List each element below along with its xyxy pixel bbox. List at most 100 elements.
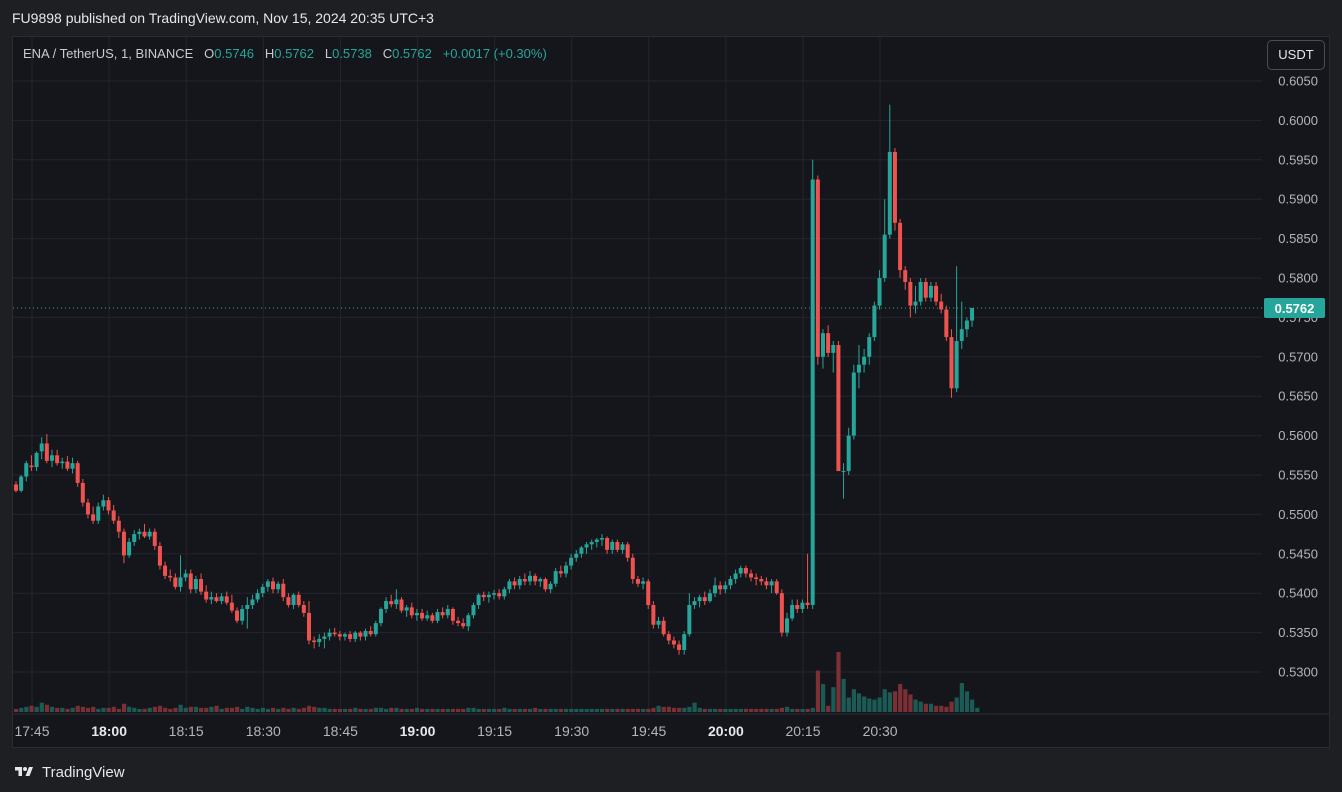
x-tick-label: 18:00 — [91, 723, 127, 739]
volume-bar — [127, 706, 132, 712]
candle-body — [291, 594, 296, 606]
candle-body — [928, 285, 933, 298]
volume-bar — [255, 708, 260, 712]
candle-body — [152, 531, 157, 546]
volume-bar — [337, 708, 343, 712]
candle-body — [250, 599, 255, 606]
volume-bar — [306, 705, 312, 712]
candle-body — [183, 573, 188, 578]
candle-body — [841, 471, 846, 473]
x-tick-label: 19:45 — [631, 723, 666, 739]
candle-body — [255, 593, 260, 600]
volume-bar — [841, 678, 846, 712]
candle-body — [728, 579, 733, 586]
volume-bar — [769, 708, 774, 712]
volume-bar — [394, 707, 399, 712]
volume-bar — [312, 706, 317, 712]
candle-body — [533, 575, 538, 582]
candle-body — [116, 520, 121, 532]
candle-body — [599, 538, 604, 540]
x-tick-label: 20:30 — [863, 723, 898, 739]
volume-bar — [348, 708, 353, 712]
candle-body — [486, 594, 491, 598]
open-value: 0.5746 — [214, 46, 255, 61]
volume-bar — [579, 708, 584, 712]
candle-body — [733, 573, 738, 580]
y-tick-label: 0.5350 — [1278, 625, 1318, 640]
volume-bar — [615, 708, 620, 712]
candle-body — [337, 634, 342, 637]
volume-bar — [368, 708, 373, 712]
candle-body — [286, 597, 291, 606]
candle-body — [702, 597, 707, 602]
volume-bar — [445, 708, 450, 712]
candle-body — [132, 534, 137, 542]
volume-bar — [862, 696, 867, 712]
candle-body — [229, 602, 234, 611]
volume-bar — [682, 707, 687, 712]
candle-body — [656, 620, 661, 625]
candle-body — [281, 583, 286, 598]
candle-body — [641, 581, 646, 584]
x-tick-label: 19:00 — [400, 723, 436, 739]
volume-bar — [91, 706, 96, 712]
candle-body — [558, 571, 563, 574]
candle-body — [322, 636, 327, 639]
volume-bar — [435, 708, 440, 712]
candle-body — [934, 285, 939, 302]
candle-body — [548, 583, 553, 590]
volume-bar — [872, 699, 877, 712]
volume-bar — [522, 708, 528, 712]
x-tick-label: 20:15 — [785, 723, 820, 739]
volume-bar — [877, 697, 882, 712]
candle-body — [209, 597, 214, 600]
chart-frame[interactable] — [12, 36, 1330, 748]
candle-body — [39, 443, 44, 452]
candle-body — [435, 612, 440, 621]
volume-bar — [425, 708, 430, 712]
volume-bar — [785, 706, 790, 712]
candle-body — [276, 583, 281, 590]
volume-bar — [55, 707, 60, 712]
candle-body — [137, 531, 142, 535]
candle-body — [353, 632, 358, 639]
volume-bar — [800, 708, 805, 712]
low-label: L — [324, 46, 333, 61]
candle-body — [707, 593, 712, 602]
volume-bar — [553, 708, 558, 712]
candle-body — [553, 571, 558, 584]
volume-bar — [183, 707, 188, 712]
volume-bar — [738, 708, 743, 712]
candle-body — [723, 585, 728, 590]
candle-body — [923, 281, 928, 298]
y-tick-label: 0.5850 — [1278, 231, 1318, 246]
candle-body — [245, 605, 250, 609]
candle-body — [163, 565, 168, 576]
low-value: 0.5738 — [332, 46, 372, 61]
candle-body — [697, 597, 702, 602]
tradingview-logo-icon — [15, 767, 33, 776]
volume-bar — [569, 708, 574, 712]
volume-bar — [296, 708, 301, 712]
candle-body — [296, 594, 301, 606]
volume-bar — [656, 705, 661, 712]
volume-bar — [173, 707, 178, 712]
candle-body — [970, 307, 975, 321]
volume-bar — [440, 708, 445, 712]
candle-body — [301, 605, 306, 613]
candle-body — [625, 544, 630, 558]
candle-body — [713, 585, 718, 594]
candle-body — [368, 631, 373, 635]
volume-bar — [512, 708, 517, 712]
volume-bar — [384, 708, 389, 712]
candle-body — [589, 541, 594, 545]
x-tick-label: 20:00 — [708, 723, 744, 739]
candle-body — [456, 620, 461, 624]
volume-bar — [481, 708, 486, 712]
volume-bar — [399, 708, 404, 712]
volume-bar — [589, 708, 594, 712]
candle-body — [872, 305, 877, 338]
y-tick-label: 0.5400 — [1278, 586, 1318, 601]
currency-button[interactable]: USDT — [1267, 40, 1325, 70]
